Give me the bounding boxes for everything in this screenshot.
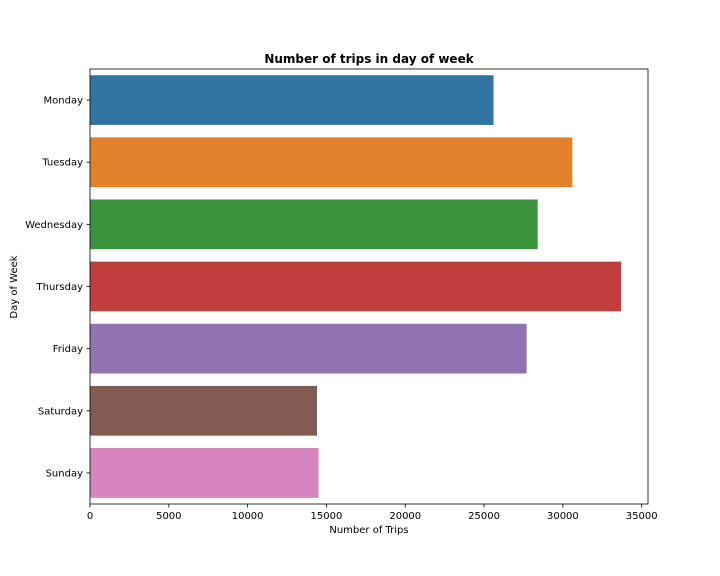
y-axis-ticks: Monday Tuesday Wednesday Thursday Friday Satu…	[25, 96, 90, 479]
y-tick-label-wednesday: Wednesday	[25, 220, 83, 231]
bar-thursday	[90, 261, 622, 312]
bar-friday	[90, 323, 527, 374]
x-tick-label: 15000	[311, 511, 343, 522]
x-tick-label: 10000	[232, 511, 264, 522]
bar-tuesday	[90, 137, 573, 188]
x-axis-ticks: 0 5000 10000 15000 20000 25000 30000 35000	[87, 504, 658, 522]
y-tick-label-sunday: Sunday	[46, 468, 83, 479]
bar-monday	[90, 75, 494, 125]
y-axis-label: Day of Week	[9, 255, 20, 318]
x-tick-label: 30000	[547, 511, 579, 522]
y-tick-label-saturday: Saturday	[38, 406, 83, 417]
bars-layer	[90, 75, 622, 498]
y-tick-label-thursday: Thursday	[36, 282, 84, 293]
y-tick-label-tuesday: Tuesday	[41, 158, 83, 169]
bar-wednesday	[90, 199, 538, 250]
chart-title: Number of trips in day of week	[264, 52, 474, 66]
x-tick-label: 5000	[156, 511, 181, 522]
x-tick-label: 0	[87, 511, 93, 522]
x-tick-label: 20000	[389, 511, 421, 522]
y-tick-label-friday: Friday	[53, 344, 83, 355]
bar-saturday	[90, 385, 317, 436]
y-tick-label-monday: Monday	[44, 96, 84, 107]
bar-sunday	[90, 448, 319, 498]
x-tick-label: 25000	[468, 511, 500, 522]
plot-area-frame	[89, 68, 649, 505]
x-axis-label: Number of Trips	[329, 525, 408, 536]
x-tick-label: 35000	[626, 511, 658, 522]
